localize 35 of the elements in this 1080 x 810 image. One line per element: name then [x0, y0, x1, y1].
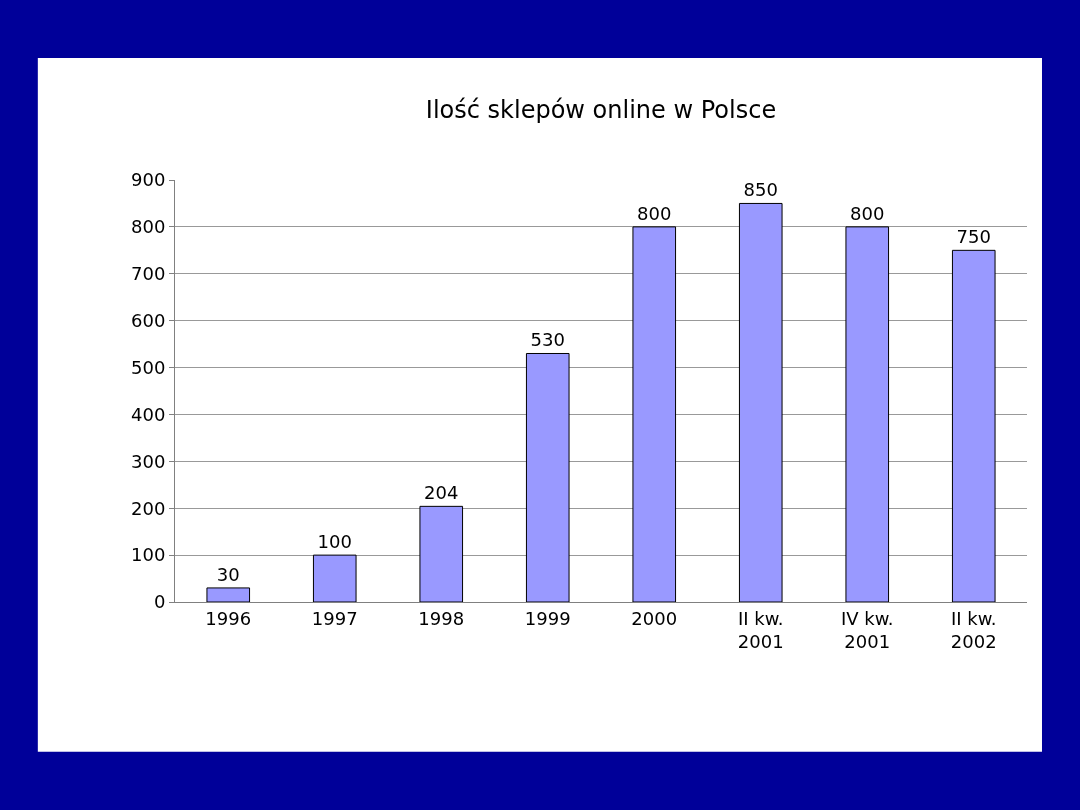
- y-tick-label: 0: [153, 591, 166, 613]
- data-label: 30: [216, 563, 240, 585]
- bar: [738, 202, 783, 602]
- x-tick-label: 1999: [524, 607, 571, 629]
- data-label: 850: [743, 179, 778, 201]
- y-tick-label: 400: [131, 403, 166, 425]
- x-tick-label: II kw. 2002: [950, 607, 997, 652]
- bar: [525, 352, 570, 602]
- data-label: 750: [956, 226, 991, 248]
- y-tick-label: 700: [131, 263, 166, 285]
- y-tick-label: 500: [131, 356, 166, 378]
- bar: [632, 226, 677, 602]
- bar: [312, 554, 357, 602]
- y-tick-label: 300: [131, 450, 166, 472]
- x-tick-label: 1998: [418, 607, 465, 629]
- y-tick-label: 600: [131, 309, 166, 331]
- data-label: 204: [424, 482, 459, 504]
- y-tick-label: 800: [131, 216, 166, 238]
- x-tick-label: 1996: [205, 607, 252, 629]
- bar: [845, 226, 890, 602]
- y-tick-label: 200: [131, 497, 166, 519]
- x-tick-label: II kw. 2001: [737, 607, 784, 652]
- chart-title: Ilość sklepów online w Polsce: [425, 95, 777, 124]
- data-label: 100: [317, 531, 352, 553]
- bar: [951, 249, 996, 602]
- x-tick-label: 1997: [311, 607, 358, 629]
- x-tick-label: 2000: [631, 607, 678, 629]
- bar: [206, 587, 251, 602]
- y-tick-label: 900: [131, 169, 166, 191]
- y-tick-label: 100: [131, 544, 166, 566]
- data-label: 800: [637, 202, 672, 224]
- data-label: 530: [530, 329, 565, 351]
- bar: [419, 505, 464, 602]
- x-tick-label: IV kw. 2001: [840, 607, 894, 652]
- data-label: 800: [850, 202, 885, 224]
